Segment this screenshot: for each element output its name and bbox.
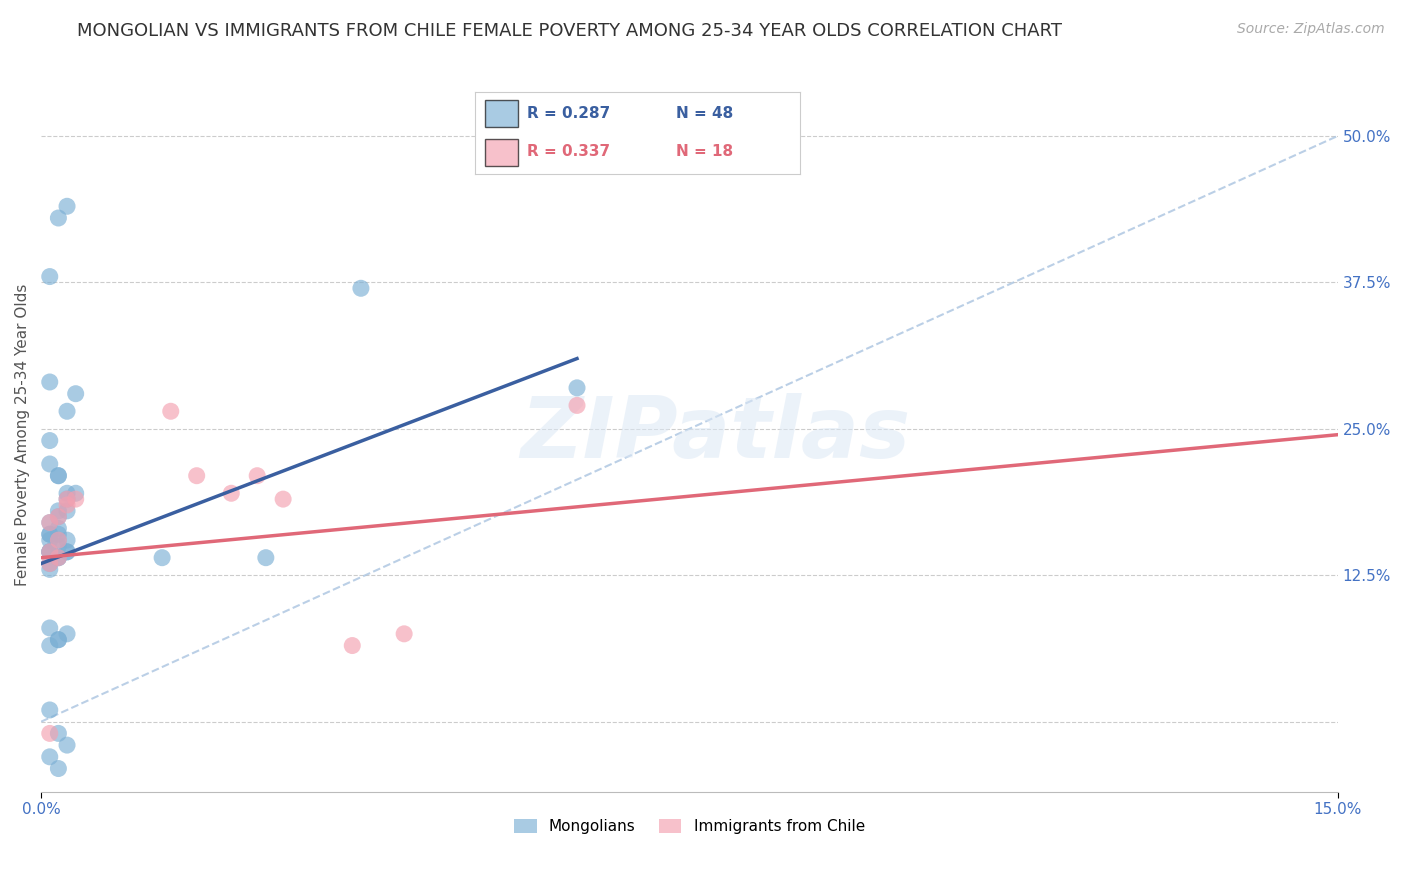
Point xyxy=(38,533,60,548)
Point xyxy=(150,550,173,565)
Point xyxy=(219,486,242,500)
Point xyxy=(48,527,70,541)
Point xyxy=(48,550,70,565)
Point xyxy=(38,545,60,559)
Point xyxy=(38,562,60,576)
Point xyxy=(48,550,70,565)
Point xyxy=(350,281,373,295)
Point xyxy=(56,504,79,518)
Point xyxy=(38,639,60,653)
Point xyxy=(48,468,70,483)
Point xyxy=(48,726,70,740)
Point xyxy=(65,486,87,500)
Point xyxy=(56,404,79,418)
Point xyxy=(48,509,70,524)
Point xyxy=(38,434,60,448)
Point xyxy=(56,545,79,559)
Point xyxy=(65,386,87,401)
Point xyxy=(48,762,70,776)
Point xyxy=(48,632,70,647)
Point xyxy=(38,269,60,284)
Point xyxy=(38,749,60,764)
Point xyxy=(56,492,79,507)
Point xyxy=(56,486,79,500)
Point xyxy=(565,381,588,395)
Point xyxy=(38,703,60,717)
Text: Source: ZipAtlas.com: Source: ZipAtlas.com xyxy=(1237,22,1385,37)
Point xyxy=(392,627,415,641)
Point xyxy=(271,492,294,507)
Point xyxy=(48,533,70,548)
Point xyxy=(56,199,79,213)
Point xyxy=(48,550,70,565)
Y-axis label: Female Poverty Among 25-34 Year Olds: Female Poverty Among 25-34 Year Olds xyxy=(15,284,30,586)
Point xyxy=(56,738,79,752)
Point xyxy=(65,492,87,507)
Text: ZIPatlas: ZIPatlas xyxy=(520,393,911,476)
Point xyxy=(38,621,60,635)
Point xyxy=(38,516,60,530)
Point xyxy=(38,557,60,571)
Point xyxy=(38,545,60,559)
Point xyxy=(48,632,70,647)
Point xyxy=(48,211,70,225)
Point xyxy=(48,521,70,535)
Point xyxy=(48,539,70,553)
Point xyxy=(56,498,79,512)
Point xyxy=(56,545,79,559)
Point xyxy=(56,492,79,507)
Point xyxy=(38,545,60,559)
Point xyxy=(48,468,70,483)
Point xyxy=(48,509,70,524)
Point xyxy=(342,639,364,653)
Point xyxy=(48,533,70,548)
Point xyxy=(38,726,60,740)
Point xyxy=(254,550,277,565)
Point xyxy=(38,545,60,559)
Point xyxy=(48,504,70,518)
Point xyxy=(38,457,60,471)
Point xyxy=(38,527,60,541)
Point xyxy=(246,468,269,483)
Point xyxy=(186,468,208,483)
Text: MONGOLIAN VS IMMIGRANTS FROM CHILE FEMALE POVERTY AMONG 25-34 YEAR OLDS CORRELAT: MONGOLIAN VS IMMIGRANTS FROM CHILE FEMAL… xyxy=(77,22,1063,40)
Point xyxy=(38,375,60,389)
Point xyxy=(56,533,79,548)
Point xyxy=(565,399,588,413)
Point xyxy=(56,627,79,641)
Point xyxy=(38,557,60,571)
Legend: Mongolians, Immigrants from Chile: Mongolians, Immigrants from Chile xyxy=(513,819,865,834)
Point xyxy=(38,527,60,541)
Point xyxy=(159,404,181,418)
Point xyxy=(38,516,60,530)
